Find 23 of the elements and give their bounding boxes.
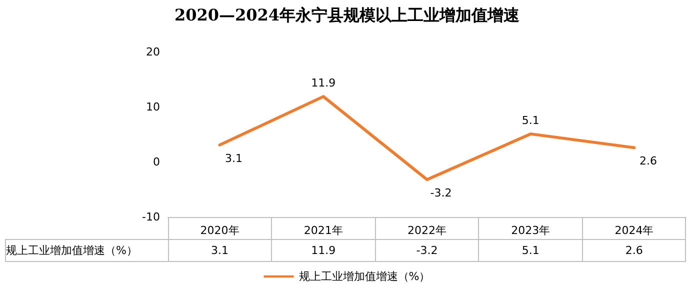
x-tick-label: 2020年 [200,224,240,237]
x-tick-label: 2024年 [614,224,654,237]
text: 规上工业增加值增速（%） [6,244,138,257]
text: 5.1 [478,240,582,262]
y-tick-label: 20 [146,46,160,58]
legend-label: 规上工业增加值增速（%） [298,270,430,283]
text: 3.1 [168,240,272,262]
x-tick-label: 2023年 [511,224,550,237]
data-label: 2.6 [639,154,657,168]
x-tick-label: 2022年 [408,224,446,237]
line-series [218,95,636,182]
text: 11.9 [272,240,376,262]
text: 2.6 [582,240,686,262]
data-label: -3.2 [430,186,452,200]
data-label: 5.1 [522,114,540,127]
chart-title: 2020—2024年永宁县规模以上工业增加值增速 [174,6,521,24]
text: -3.2 [375,240,479,262]
data-label: 3.1 [225,152,243,165]
x-tick-label: 2021年 [304,224,343,237]
y-tick-label: 0 [153,156,160,168]
data-label: 11.9 [311,76,336,90]
y-tick-label: -10 [142,210,160,224]
y-tick-label: 10 [146,100,160,114]
